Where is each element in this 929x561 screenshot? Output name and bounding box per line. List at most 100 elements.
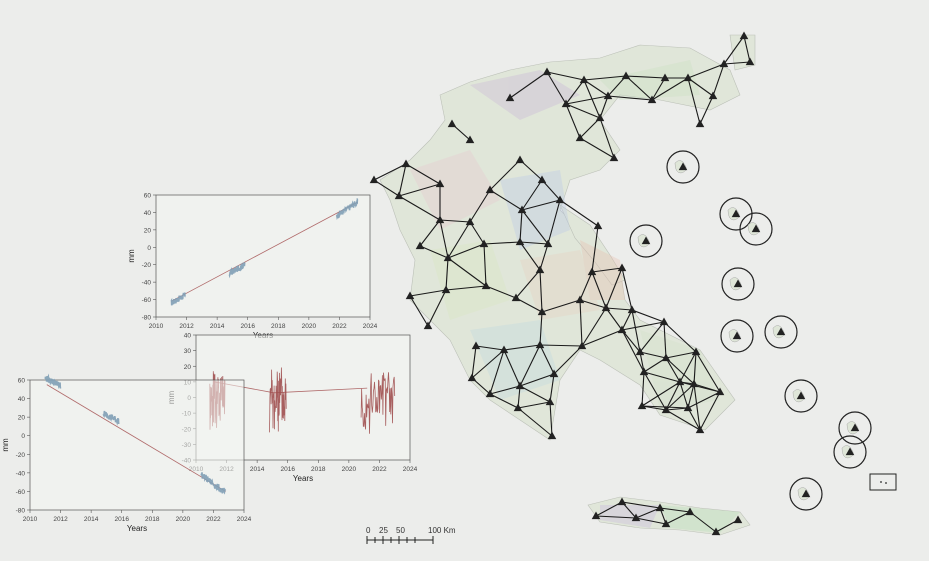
trend-line xyxy=(46,384,226,492)
baseline xyxy=(539,269,543,313)
station-triangle xyxy=(561,99,571,108)
station-triangle xyxy=(731,209,741,218)
baseline xyxy=(663,321,697,353)
station-triangle xyxy=(415,241,425,250)
scale-label-25: 25 xyxy=(379,526,388,535)
station-triangle xyxy=(601,303,611,312)
x-tick-label: 2024 xyxy=(237,516,252,523)
station-triangle xyxy=(751,224,761,233)
station-triangle xyxy=(447,119,457,128)
station-triangle xyxy=(631,513,641,522)
y-tick-label: -80 xyxy=(16,508,26,515)
baseline xyxy=(427,289,447,327)
station-triangle xyxy=(505,93,515,102)
baseline xyxy=(665,383,695,411)
station-triangle xyxy=(443,253,453,262)
y-tick-label: 0 xyxy=(21,433,25,440)
baseline xyxy=(398,183,441,197)
station-triangle xyxy=(776,327,786,336)
station-triangle xyxy=(591,511,601,520)
station-triangle xyxy=(845,447,855,456)
baseline xyxy=(405,163,441,185)
x-tick-label: 2010 xyxy=(23,516,38,523)
x-tick-label: 2018 xyxy=(145,516,160,523)
baseline xyxy=(579,271,593,301)
station-triangle xyxy=(471,341,481,350)
baseline xyxy=(693,383,721,393)
island-circle xyxy=(720,319,754,353)
baseline xyxy=(643,371,681,383)
station-triangle xyxy=(691,347,701,356)
baseline xyxy=(665,357,695,385)
y-tick-label: -40 xyxy=(16,470,26,477)
baseline xyxy=(621,321,665,331)
baseline xyxy=(687,391,721,409)
station-triangle xyxy=(603,91,613,100)
station-triangle xyxy=(467,373,477,382)
x-tick-label: 2022 xyxy=(332,323,347,330)
baseline xyxy=(639,351,667,359)
station-triangle xyxy=(369,175,379,184)
baseline xyxy=(489,349,505,395)
scale-label-100: 100 Km xyxy=(428,526,456,535)
baseline xyxy=(621,267,633,311)
baseline xyxy=(398,163,407,197)
station-triangle xyxy=(542,67,552,76)
baseline xyxy=(565,103,581,139)
x-tick-label: 2010 xyxy=(149,323,164,330)
x-tick-label: 2016 xyxy=(240,323,255,330)
station-triangle xyxy=(394,191,404,200)
station-triangle xyxy=(535,265,545,274)
baseline xyxy=(579,299,583,347)
baseline xyxy=(509,71,548,99)
baseline xyxy=(539,243,549,271)
station-triangle xyxy=(537,307,547,316)
y-tick-label: 20 xyxy=(18,415,26,422)
x-tick-label: 2024 xyxy=(363,323,378,330)
y-tick-label: 20 xyxy=(144,227,152,234)
baseline xyxy=(607,75,627,97)
baseline xyxy=(712,63,725,97)
baseline xyxy=(483,243,487,287)
baseline xyxy=(419,245,449,259)
station-triangle xyxy=(479,239,489,248)
baseline xyxy=(665,357,681,383)
y-tick-label: 40 xyxy=(18,396,26,403)
baseline xyxy=(549,373,555,403)
baseline xyxy=(565,95,609,105)
baseline xyxy=(547,199,561,245)
x-tick-label: 2018 xyxy=(311,466,326,473)
station-triangle xyxy=(711,527,721,536)
scale-label-0: 0 xyxy=(366,526,371,535)
baseline xyxy=(519,385,551,403)
station-triangle xyxy=(435,215,445,224)
station-triangle xyxy=(733,279,743,288)
x-tick-label: 2012 xyxy=(179,323,194,330)
baseline xyxy=(559,199,599,227)
baseline xyxy=(553,345,583,375)
station-triangle xyxy=(511,293,521,302)
baseline xyxy=(665,409,701,431)
y-tick-label: 20 xyxy=(184,364,192,371)
island-circle xyxy=(739,212,773,246)
station-triangle xyxy=(517,205,527,214)
station-triangle xyxy=(465,135,475,144)
station-triangle xyxy=(595,113,605,122)
baseline xyxy=(546,71,585,81)
baseline xyxy=(679,381,689,409)
baseline xyxy=(599,95,609,119)
baseline xyxy=(631,309,665,323)
baseline xyxy=(659,507,691,513)
station-triangle xyxy=(660,73,670,82)
station-triangle xyxy=(499,345,509,354)
baseline xyxy=(665,381,681,411)
baseline xyxy=(699,391,721,431)
baseline xyxy=(607,95,653,101)
island-circle xyxy=(666,150,700,184)
baseline xyxy=(631,309,641,353)
baseline xyxy=(635,507,661,519)
x-tick-label: 2014 xyxy=(210,323,225,330)
island-circle xyxy=(629,224,663,258)
series-segment xyxy=(269,367,287,433)
